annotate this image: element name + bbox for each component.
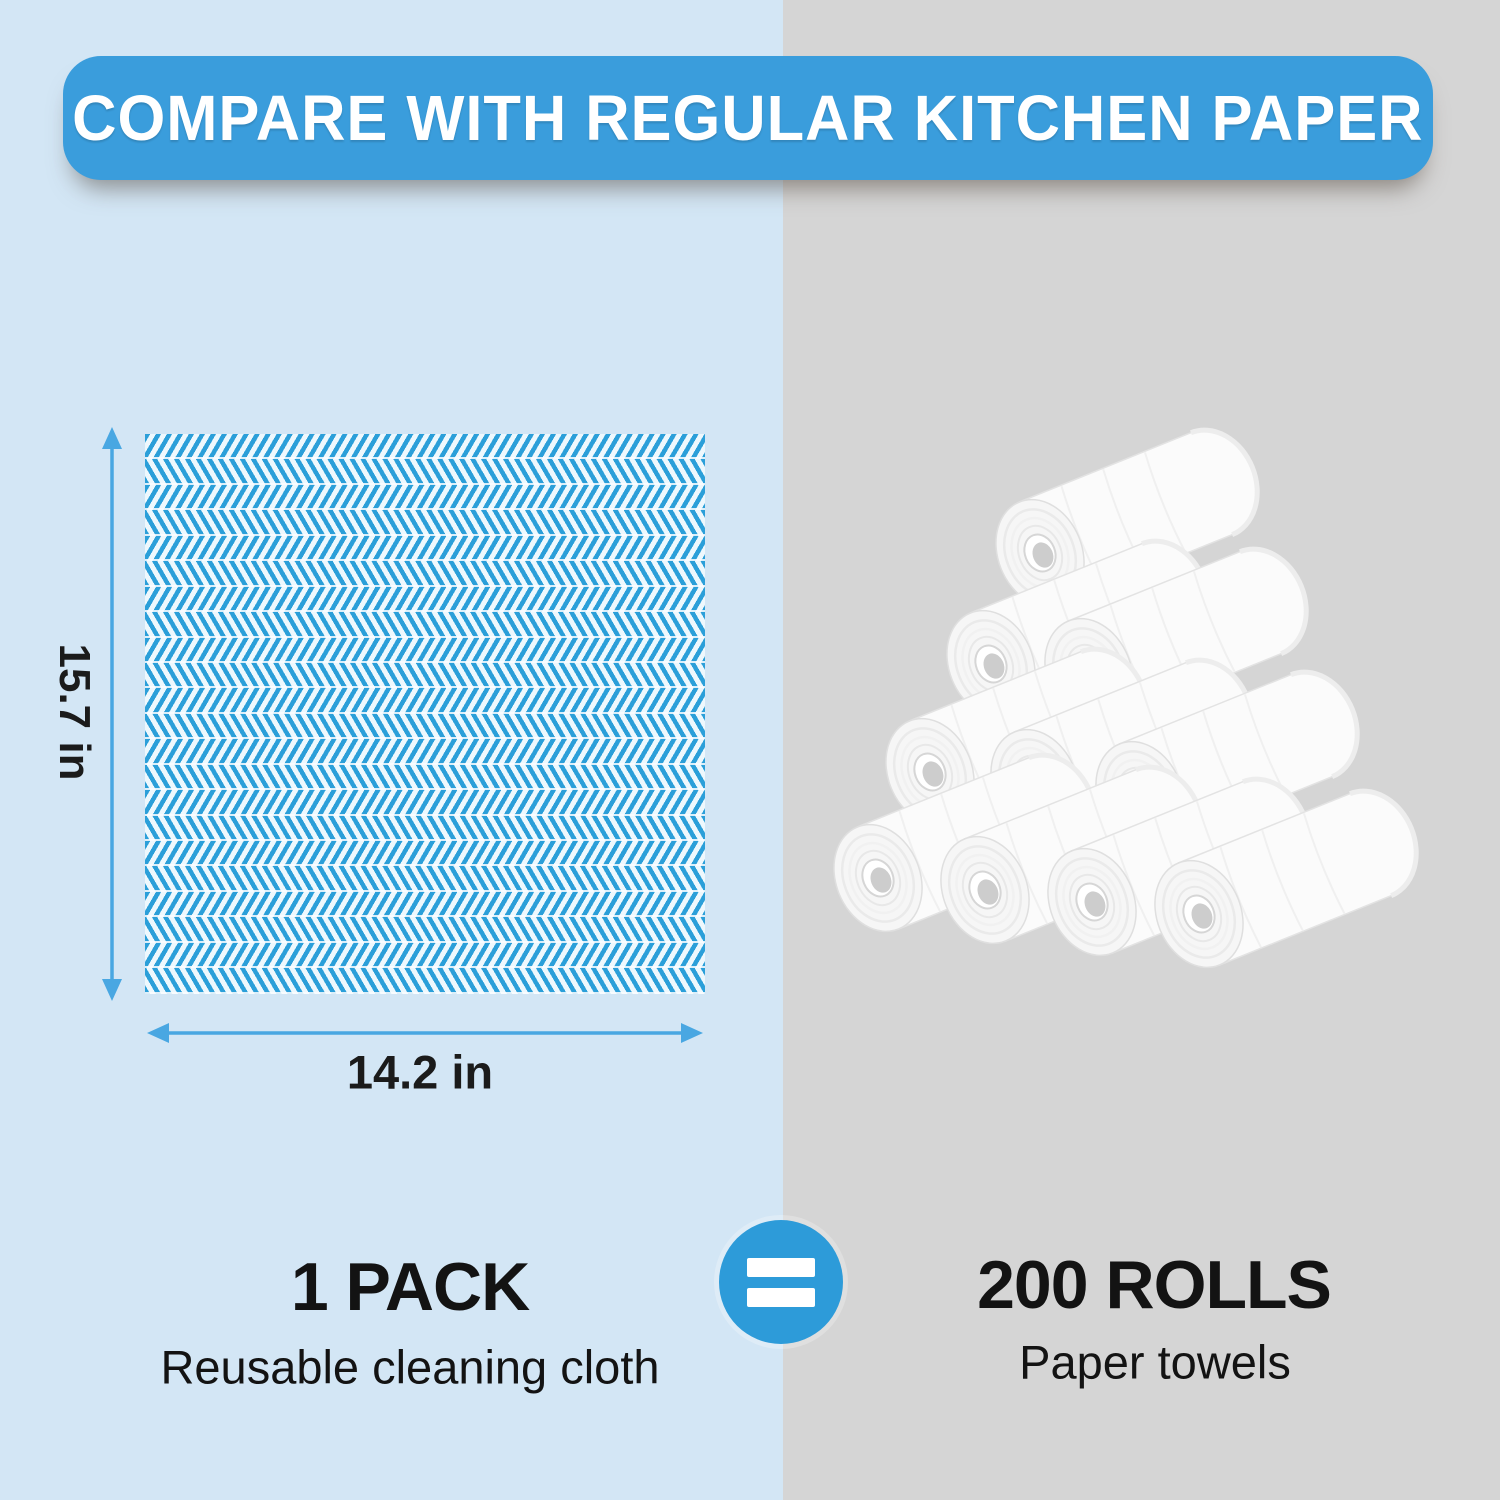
left-headline: 1 PACK	[290, 1249, 530, 1325]
cloth-pattern-row	[145, 917, 705, 943]
cloth-pattern-row	[145, 891, 705, 918]
width-dimension-arrow-icon	[147, 1023, 703, 1043]
cloth-pattern-row	[145, 764, 705, 791]
paper-towel-rolls-image	[830, 410, 1470, 1010]
cloth-pattern-row	[145, 459, 705, 485]
equals-icon	[719, 1220, 843, 1344]
cloth-pattern-row	[145, 790, 705, 816]
cloth-pattern-row	[145, 561, 705, 587]
cloth-pattern-row	[145, 968, 705, 994]
cloth-pattern-row	[145, 484, 705, 511]
height-label: 15.7 in	[50, 643, 99, 781]
cloth-pattern-row	[145, 713, 705, 740]
cloth-pattern-row	[145, 841, 705, 867]
width-label: 14.2 in	[346, 1045, 494, 1099]
height-arrow-head-top	[102, 427, 122, 449]
cloth-pattern-row	[145, 662, 705, 689]
equals-bottom-bar	[747, 1287, 815, 1307]
cloth-pattern-row	[145, 739, 705, 765]
width-arrow-head-left	[147, 1023, 169, 1043]
cloth-pattern-row	[145, 612, 705, 638]
right-headline: 200 ROLLS	[977, 1247, 1332, 1323]
cloth-pattern-row	[145, 510, 705, 536]
cloth-pattern-row	[145, 586, 705, 613]
cloth-pattern-row	[145, 866, 705, 892]
equals-top-bar	[747, 1257, 815, 1277]
cloth-pattern-row	[145, 434, 705, 460]
cloth-pattern-row	[145, 637, 705, 663]
banner-title: COMPARE WITH REGULAR KITCHEN PAPER	[72, 82, 1424, 154]
cloth-pattern-row	[145, 688, 705, 714]
cloth-pattern-row	[145, 535, 705, 562]
banner: COMPARE WITH REGULAR KITCHEN PAPER	[63, 56, 1433, 180]
right-caption: Paper towels	[1019, 1335, 1291, 1389]
left-caption: Reusable cleaning cloth	[160, 1340, 660, 1394]
width-arrow-head-right	[681, 1023, 703, 1043]
height-dimension-arrow-icon	[102, 427, 122, 1001]
height-arrow-head-bottom	[102, 979, 122, 1001]
cloth-pattern-row	[145, 815, 705, 841]
cleaning-cloth-image	[145, 434, 705, 994]
cloth-pattern-row	[145, 942, 705, 969]
